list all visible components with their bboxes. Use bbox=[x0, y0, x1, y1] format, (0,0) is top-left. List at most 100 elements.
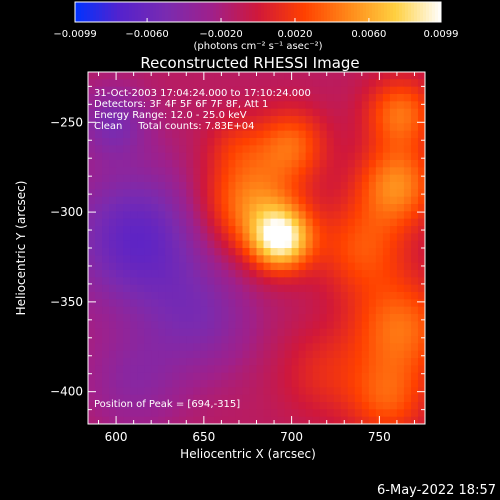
heatmap-cell bbox=[193, 108, 201, 117]
heatmap-cell bbox=[200, 204, 208, 212]
heatmap-cell bbox=[186, 416, 194, 425]
heatmap-cell bbox=[382, 284, 391, 293]
heatmap-cell bbox=[144, 174, 152, 183]
heatmap-cell bbox=[284, 248, 293, 256]
heatmap-cell bbox=[389, 328, 398, 337]
colorbar-segment bbox=[234, 2, 238, 22]
heatmap-cell bbox=[417, 270, 426, 278]
heatmap-cell bbox=[340, 189, 349, 198]
heatmap-cell bbox=[137, 196, 145, 205]
heatmap-cell bbox=[319, 372, 328, 381]
heatmap-cell bbox=[354, 240, 363, 249]
heatmap-cell bbox=[172, 182, 180, 190]
heatmap-cell bbox=[88, 152, 96, 161]
heatmap-cell bbox=[270, 108, 279, 117]
heatmap-cell bbox=[403, 182, 412, 190]
heatmap-cell bbox=[270, 211, 279, 220]
heatmap-cell bbox=[368, 152, 377, 161]
heatmap-cell bbox=[130, 306, 138, 315]
heatmap-cell bbox=[95, 402, 103, 410]
heatmap-cell bbox=[368, 248, 377, 256]
heatmap-cell bbox=[340, 130, 349, 139]
heatmap-cell bbox=[270, 152, 279, 161]
heatmap-cell bbox=[389, 284, 398, 293]
heatmap-cell bbox=[403, 321, 412, 330]
heatmap-cell bbox=[186, 116, 194, 124]
heatmap-cell bbox=[340, 299, 349, 308]
heatmap-cell bbox=[88, 196, 96, 205]
heatmap-cell bbox=[123, 270, 131, 278]
heatmap-cell bbox=[298, 321, 307, 330]
heatmap-cell bbox=[207, 402, 215, 410]
heatmap-cell bbox=[298, 343, 307, 352]
heatmap-cell bbox=[368, 211, 377, 220]
heatmap-cell bbox=[340, 336, 349, 344]
heatmap-cell bbox=[228, 255, 236, 264]
heatmap-cell bbox=[88, 358, 96, 366]
heatmap-cell bbox=[116, 372, 124, 381]
heatmap-cell bbox=[95, 292, 103, 300]
heatmap-cell bbox=[151, 116, 159, 124]
heatmap-cell bbox=[361, 328, 370, 337]
heatmap-cell bbox=[340, 262, 349, 271]
heatmap-cell bbox=[88, 248, 96, 256]
heatmap-cell bbox=[116, 182, 124, 190]
heatmap-cell bbox=[305, 358, 314, 366]
heatmap-cell bbox=[123, 123, 131, 132]
heatmap-cell bbox=[319, 240, 328, 249]
heatmap-cell bbox=[389, 226, 398, 234]
heatmap-cell bbox=[179, 277, 187, 286]
heatmap-cell bbox=[277, 292, 286, 300]
heatmap-cell bbox=[382, 145, 391, 154]
heatmap-cell bbox=[354, 372, 363, 381]
heatmap-cell bbox=[109, 255, 117, 264]
heatmap-cell bbox=[403, 240, 412, 249]
heatmap-cell bbox=[263, 130, 272, 139]
heatmap-cell bbox=[151, 380, 159, 388]
heatmap-cell bbox=[130, 108, 138, 117]
heatmap-cell bbox=[151, 152, 159, 161]
heatmap-cell bbox=[340, 255, 349, 264]
colorbar bbox=[74, 1, 442, 23]
heatmap-cell bbox=[186, 86, 194, 95]
heatmap-cell bbox=[291, 416, 300, 425]
heatmap-cell bbox=[340, 79, 349, 88]
heatmap-cell bbox=[312, 306, 321, 315]
heatmap-cell bbox=[347, 116, 356, 124]
heatmap-cell bbox=[403, 284, 412, 293]
heatmap-cell bbox=[193, 174, 201, 183]
heatmap-cell bbox=[361, 72, 370, 80]
heatmap-cell bbox=[298, 86, 307, 95]
heatmap-cell bbox=[417, 218, 426, 227]
colorbar-segment bbox=[207, 2, 211, 22]
heatmap-cell bbox=[319, 314, 328, 322]
heatmap-cell bbox=[228, 416, 236, 425]
heatmap-cell bbox=[151, 409, 159, 418]
heatmap-cell bbox=[277, 86, 286, 95]
heatmap-cell bbox=[256, 79, 265, 88]
colorbar-segment bbox=[273, 2, 277, 22]
heatmap-cell bbox=[354, 314, 363, 322]
heatmap-cell bbox=[116, 328, 124, 337]
heatmap-cell bbox=[151, 94, 159, 102]
heatmap-cell bbox=[186, 145, 194, 154]
heatmap-cell bbox=[193, 306, 201, 315]
heatmap-cell bbox=[368, 94, 377, 102]
heatmap-cell bbox=[249, 189, 257, 198]
heatmap-cell bbox=[116, 123, 124, 132]
heatmap-cell bbox=[382, 372, 391, 381]
heatmap-cell bbox=[340, 94, 349, 102]
heatmap-cell bbox=[228, 277, 236, 286]
heatmap-cell bbox=[123, 387, 131, 396]
heatmap-cell bbox=[389, 189, 398, 198]
heatmap-cell bbox=[326, 226, 335, 234]
heatmap-cell bbox=[207, 262, 215, 271]
heatmap-cell bbox=[340, 343, 349, 352]
heatmap-cell bbox=[382, 226, 391, 234]
heatmap-cell bbox=[403, 255, 412, 264]
heatmap-cell bbox=[375, 350, 384, 359]
heatmap-cell bbox=[242, 336, 250, 344]
heatmap-cell bbox=[333, 101, 342, 110]
heatmap-cell bbox=[235, 402, 243, 410]
